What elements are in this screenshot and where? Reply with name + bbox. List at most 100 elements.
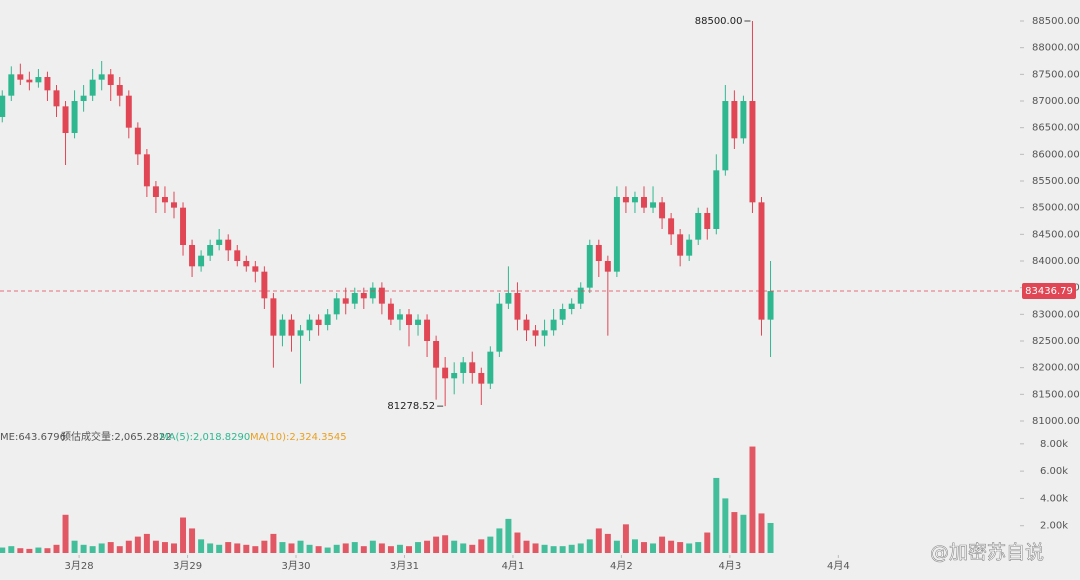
candle-body: [541, 330, 548, 336]
candle-body: [116, 85, 123, 96]
candle-body: [604, 260, 611, 272]
volume-bar: [731, 512, 738, 553]
volume-bar: [107, 542, 114, 553]
candle-body: [451, 372, 458, 379]
candle-body: [207, 244, 214, 256]
candle-body: [35, 77, 42, 83]
volume-bar: [261, 540, 268, 553]
candle-body: [80, 95, 87, 102]
volume-bar: [26, 548, 33, 553]
candle-body: [478, 372, 485, 384]
watermark: @加密苏自说: [930, 542, 1044, 564]
volume-bar: [659, 536, 666, 553]
candle-body: [180, 207, 187, 245]
volume-bar: [505, 518, 512, 553]
volume-legend: 预估成交量:2,065.2822: [61, 430, 172, 443]
x-tick-label: 3月31: [390, 560, 419, 572]
candle-body: [487, 351, 494, 384]
candle-body: [234, 250, 241, 261]
volume-bar: [98, 543, 105, 553]
candle-body: [387, 303, 394, 320]
volume-bar: [442, 535, 449, 553]
volume-bar: [8, 546, 15, 553]
candle-body: [505, 292, 512, 304]
candle-body: [415, 319, 422, 325]
volume-bar: [342, 543, 349, 553]
candle-body: [469, 362, 476, 373]
volume-bar: [306, 544, 313, 553]
candle-body: [8, 74, 15, 96]
volume-bar: [433, 536, 440, 553]
volume-bar: [740, 514, 747, 553]
volume-bar: [315, 546, 322, 553]
candle-body: [378, 287, 385, 304]
candle-body: [442, 367, 449, 379]
volume-bar: [496, 528, 503, 553]
volume-bar: [387, 546, 394, 553]
candle-body: [659, 202, 666, 219]
y-tick-label: 82500.00: [1032, 336, 1080, 347]
y-tick-label: 85000.00: [1032, 203, 1080, 214]
candle-body: [433, 340, 440, 368]
candle-body: [279, 319, 286, 336]
candle-body: [306, 319, 313, 331]
volume-bar: [297, 540, 304, 553]
volume-bar: [324, 547, 331, 553]
volume-bar: [478, 539, 485, 553]
volume-bar: [189, 528, 196, 553]
candle-body: [143, 154, 150, 187]
volume-bar: [406, 546, 412, 553]
y-tick-label: 85500.00: [1032, 176, 1080, 187]
volume-bar: [577, 543, 584, 553]
volume-bar: [180, 517, 187, 553]
volume-bar: [351, 542, 358, 553]
volume-bar: [125, 540, 132, 553]
candle-body: [324, 314, 331, 325]
candle-body: [396, 314, 403, 320]
candle-body: [650, 202, 657, 208]
volume-bar: [695, 542, 702, 553]
volume-bar: [469, 544, 476, 553]
volume-bar: [71, 540, 78, 553]
volume-bar: [17, 548, 24, 553]
candle-body: [695, 213, 702, 240]
y-tick-label: 81500.00: [1032, 389, 1080, 400]
volume-bar: [460, 543, 467, 553]
last-price-label: 83436.79: [1025, 286, 1073, 297]
x-tick-label: 3月28: [65, 560, 94, 572]
candle-body: [98, 74, 105, 80]
candle-body: [577, 287, 584, 304]
candle-body: [406, 314, 412, 325]
candle-body: [713, 170, 720, 229]
candle-body: [586, 244, 593, 288]
candle-body: [270, 298, 277, 336]
candle-body: [171, 202, 177, 208]
volume-bar: [487, 536, 494, 553]
volume-bar: [604, 533, 611, 553]
volume-bar: [595, 528, 602, 553]
candle-body: [53, 90, 60, 107]
volume-bar: [722, 498, 729, 553]
volume-bar: [668, 540, 675, 553]
volume-bar: [704, 532, 711, 553]
volume-bar: [152, 540, 159, 553]
x-tick-label: 4月3: [718, 560, 741, 572]
y-tick-label: 88000.00: [1032, 43, 1080, 54]
candle-body: [198, 255, 205, 267]
y-tick-label: 87500.00: [1032, 69, 1080, 80]
candle-body: [360, 292, 367, 299]
volume-bar: [134, 536, 141, 553]
candle-body: [44, 77, 51, 91]
candle-body: [342, 298, 349, 304]
candle-body: [622, 197, 629, 203]
candle-body: [161, 197, 168, 203]
volume-bar: [143, 533, 150, 553]
y-tick-label: 84000.00: [1032, 256, 1080, 267]
volume-bar: [62, 514, 69, 553]
y2-tick-label: 2.00k: [1040, 521, 1068, 532]
volume-bar: [360, 546, 367, 553]
candle-body: [152, 186, 159, 198]
candle-body: [631, 197, 638, 203]
volume-bar: [288, 543, 295, 553]
volume-bar: [424, 540, 431, 553]
